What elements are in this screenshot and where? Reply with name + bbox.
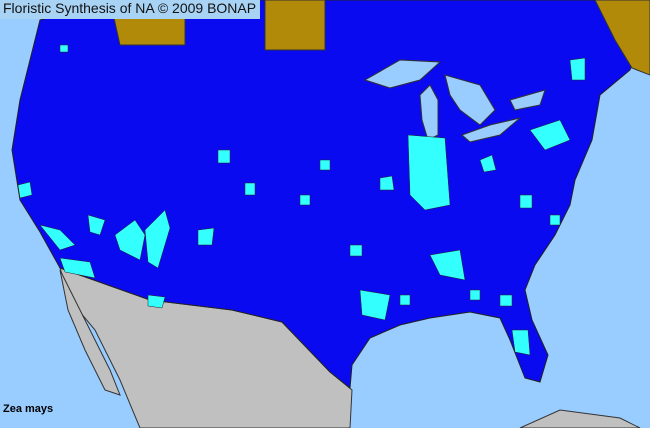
canada-region-east <box>594 0 650 76</box>
species-label: Zea mays <box>3 403 54 415</box>
canada-region-central <box>264 0 326 51</box>
present-counties <box>17 44 586 356</box>
cuba <box>519 409 641 428</box>
map-title: Floristic Synthesis of NA © 2009 BONAP <box>0 0 261 19</box>
great-lakes <box>363 59 546 143</box>
baja-california <box>59 269 121 396</box>
